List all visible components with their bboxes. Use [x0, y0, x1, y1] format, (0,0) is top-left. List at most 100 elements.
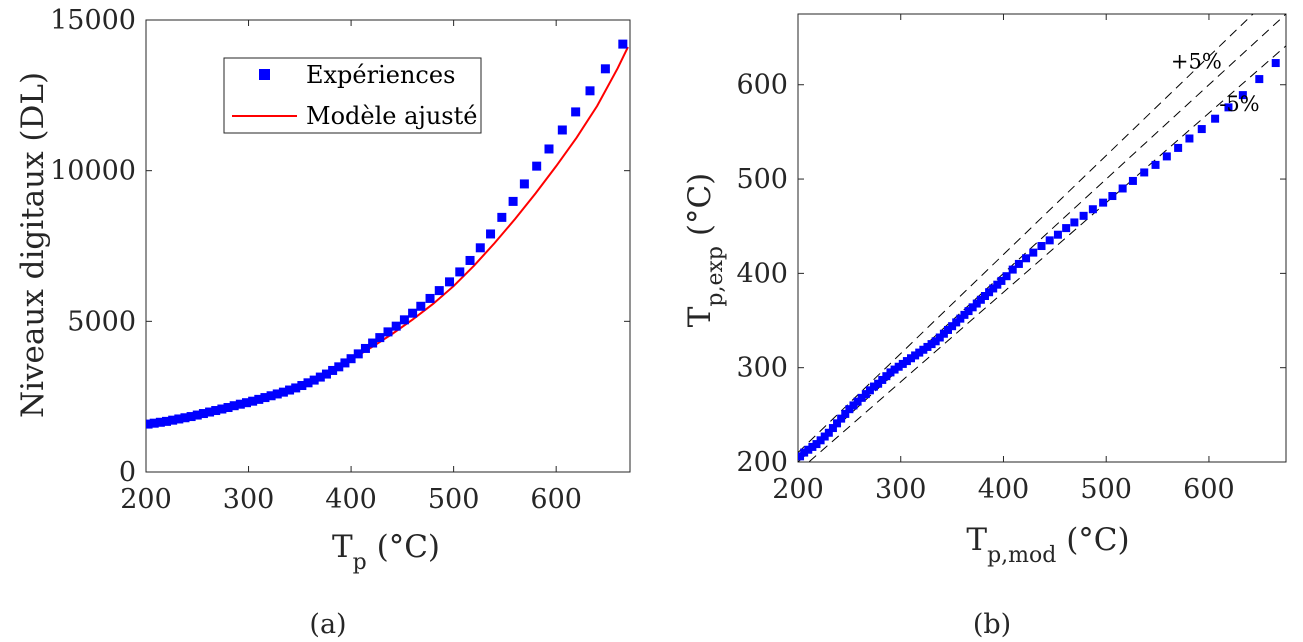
annotation-plus-5: +5% [1171, 50, 1222, 74]
chart-b-ytick-label: 400 [736, 258, 788, 289]
chart-b-axes-box [797, 13, 1287, 463]
identity-line [798, 14, 1286, 462]
data-point [956, 314, 965, 323]
data-point [902, 357, 911, 366]
chart-a-caption: (a) [309, 609, 346, 640]
data-point [155, 417, 165, 427]
data-point [1037, 242, 1046, 251]
data-point [303, 378, 313, 388]
chart-a-xtick-label: 300 [223, 484, 275, 515]
chart-b-ytick-label: 600 [736, 70, 788, 101]
chart-b-caption: (b) [973, 609, 1011, 640]
data-point [399, 315, 409, 325]
chart-a-xlabel-sub: p [353, 550, 367, 575]
data-point [291, 383, 301, 393]
data-point [248, 396, 258, 406]
data-point [1022, 254, 1031, 263]
legend-label-experiences: Expériences [306, 61, 455, 89]
data-point [816, 436, 825, 445]
chart-b-xlabel-sub: p,mod [987, 543, 1056, 568]
chart-a-axes-box [145, 19, 631, 473]
data-point [989, 284, 998, 293]
data-point [571, 107, 581, 117]
data-point [824, 428, 833, 437]
chart-b-xtick-label: 600 [1183, 474, 1235, 505]
data-point [948, 322, 957, 331]
minus-5-line [808, 45, 1286, 462]
data-point [907, 354, 916, 363]
data-point [557, 125, 567, 135]
data-point [1197, 125, 1206, 134]
chart-b-xlabel: Tp,mod (°C) [966, 522, 1129, 568]
chart-a-xtick-label: 200 [120, 484, 172, 515]
chart-b-ytick-label: 200 [736, 447, 788, 478]
data-point [1014, 259, 1023, 268]
data-point [804, 445, 813, 454]
data-point [254, 394, 264, 404]
chart-b-xtick-label: 200 [772, 474, 824, 505]
data-point [297, 381, 307, 391]
data-point [434, 286, 444, 296]
data-point [353, 349, 363, 359]
data-point [186, 412, 196, 422]
chart-b-ytick-label: 500 [736, 164, 788, 195]
chart-a-ticks: 200 300 400 500 600 0 5000 10000 15000 [50, 5, 630, 515]
data-point [976, 295, 985, 304]
data-point [1255, 75, 1264, 84]
chart-b-xtick-label: 400 [978, 474, 1030, 505]
data-point [960, 310, 969, 319]
data-point [223, 403, 233, 413]
data-point [486, 229, 496, 239]
data-point [174, 414, 184, 424]
data-point [911, 351, 920, 360]
data-point [532, 161, 542, 171]
data-point [812, 440, 821, 449]
data-point [1088, 205, 1097, 214]
chart-b-ylabel: Tp,exp (°C) [682, 173, 728, 328]
chart-a-ytick-label: 15000 [50, 5, 136, 36]
data-point [800, 448, 809, 457]
data-point [952, 318, 961, 327]
data-point [360, 343, 370, 353]
data-point [1002, 272, 1011, 281]
data-point [919, 345, 928, 354]
data-point [1099, 198, 1108, 207]
data-point [272, 389, 282, 399]
chart-b-ytick-label: 300 [736, 353, 788, 384]
chart-b-ylabel-sub: p,exp [703, 246, 728, 307]
data-point [915, 348, 924, 357]
data-point [391, 321, 401, 331]
data-point [205, 407, 215, 417]
data-point [874, 379, 883, 388]
data-point [841, 409, 850, 418]
chart-b-ylabel-unit: (°C) [682, 173, 718, 246]
data-point [321, 369, 331, 379]
data-point [1045, 236, 1054, 245]
data-point [1185, 134, 1194, 143]
data-point [445, 277, 455, 287]
data-point [1029, 248, 1038, 257]
data-point [497, 212, 507, 222]
data-point [600, 64, 610, 74]
data-point [849, 401, 858, 410]
chart-b-ylabel-main: T [682, 306, 718, 327]
data-point [198, 409, 208, 419]
data-point [1271, 59, 1280, 68]
legend-marker-experiences [259, 69, 270, 80]
annotation-minus-5: -5% [1219, 92, 1259, 116]
data-point [923, 342, 932, 351]
data-point [278, 387, 288, 397]
data-point [266, 391, 276, 401]
data-point [861, 390, 870, 399]
data-point [149, 418, 159, 428]
data-point [162, 416, 172, 426]
data-point [346, 354, 356, 364]
chart-b-xtick-label: 500 [1080, 474, 1132, 505]
chart-b-xlabel-main: T [966, 522, 987, 558]
plus-5-line [798, 14, 1254, 453]
data-point [886, 368, 895, 377]
chart-a-xtick-label: 600 [530, 484, 582, 515]
chart-b-ticks: 200 300 400 500 600 200 300 400 500 600 [736, 14, 1286, 505]
data-point [898, 359, 907, 368]
data-point [980, 292, 989, 301]
